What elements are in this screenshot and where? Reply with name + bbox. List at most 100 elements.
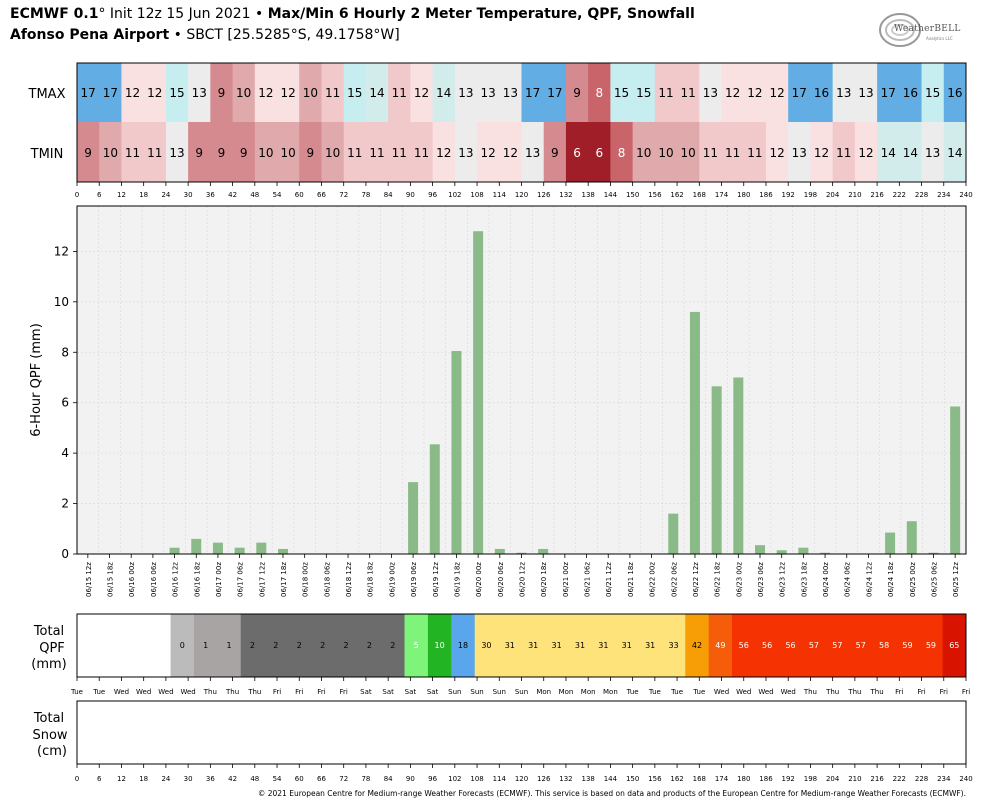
total-qpf-cell	[427, 614, 452, 677]
total-qpf-value: 2	[343, 641, 348, 650]
tmin-cell	[810, 122, 834, 182]
tmin-value: 10	[103, 146, 118, 160]
tmax-cell	[588, 63, 611, 122]
tmax-cell	[765, 63, 789, 122]
tmin-value: 13	[458, 146, 473, 160]
tmin-value: 9	[84, 146, 92, 160]
tmax-cell	[121, 63, 145, 122]
qpf-bar	[473, 231, 484, 554]
tmax-cell	[521, 63, 545, 122]
separator: •	[255, 6, 264, 22]
snow-hour-tick-label: 54	[273, 775, 282, 783]
tmin-cell	[788, 122, 811, 182]
tmin-cell	[499, 122, 522, 182]
total-qpf-cell	[568, 614, 593, 677]
qpf-bar	[689, 311, 700, 554]
snow-hour-tick-label: 36	[206, 775, 215, 783]
temp-hour-tick-label: 48	[250, 191, 259, 199]
qpf-bar	[429, 444, 440, 554]
total-qpf-cell	[919, 614, 944, 677]
total-qpf-day-label: Thu	[803, 688, 817, 696]
qpf-bar	[494, 548, 505, 554]
tmax-cell	[188, 63, 211, 122]
tmin-value: 11	[725, 146, 740, 160]
tmin-value: 9	[218, 146, 226, 160]
snow-hour-tick-label: 90	[406, 775, 415, 783]
tmin-cell	[832, 122, 856, 182]
temp-hour-tick-label: 216	[870, 191, 884, 199]
qpf-y-tick-label: 8	[61, 345, 69, 359]
qpf-x-tick-label: 06/24 12z	[865, 562, 873, 597]
temp-hour-tick-label: 150	[626, 191, 639, 199]
tmax-cell	[299, 63, 322, 122]
total-qpf-value: 31	[551, 641, 561, 650]
total-qpf-cell	[755, 614, 780, 677]
tmax-cell	[699, 63, 723, 122]
snow-hour-tick-label: 72	[339, 775, 348, 783]
total-qpf-day-label: Tue	[92, 688, 105, 696]
qpf-x-tick-label: 06/23 06z	[757, 562, 765, 597]
tmin-cell	[432, 122, 456, 182]
total-qpf-cell	[661, 614, 686, 677]
tmin-value: 12	[769, 146, 784, 160]
tmax-value: 12	[147, 86, 162, 100]
temp-hour-tick-label: 102	[448, 191, 461, 199]
tmax-value: 17	[103, 86, 118, 100]
tmax-cell	[677, 63, 700, 122]
tmax-value: 13	[481, 86, 496, 100]
tmax-cell	[99, 63, 122, 122]
tmin-value: 14	[903, 146, 918, 160]
tmin-value: 11	[703, 146, 718, 160]
tmin-cell	[388, 122, 411, 182]
qpf-x-tick-label: 06/23 12z	[779, 562, 787, 597]
total-qpf-cell	[193, 614, 218, 677]
total-qpf-cell	[381, 614, 406, 677]
total-qpf-day-label: Thu	[825, 688, 839, 696]
tmin-value: 12	[814, 146, 829, 160]
snow-hour-tick-label: 240	[959, 775, 972, 783]
tmax-cell	[632, 63, 656, 122]
total-qpf-day-label: Fri	[895, 688, 903, 696]
tmax-value: 14	[369, 86, 384, 100]
total-qpf-cell	[264, 614, 289, 677]
snow-hour-tick-label: 30	[184, 775, 193, 783]
total-qpf-day-label: Sat	[360, 688, 372, 696]
total-qpf-label-line: Total	[33, 624, 64, 639]
tmin-cell	[521, 122, 545, 182]
total-qpf-value: 57	[832, 641, 842, 650]
temp-hour-tick-label: 30	[184, 191, 193, 199]
qpf-x-tick-label: 06/25 12z	[952, 562, 960, 597]
total-qpf-day-label: Mon	[603, 688, 618, 696]
tmin-cell	[721, 122, 745, 182]
qpf-bar	[516, 552, 527, 554]
total-qpf-day-label: Wed	[136, 688, 151, 696]
total-qpf-value: 56	[739, 641, 749, 650]
qpf-x-tick-label: 06/23 00z	[735, 562, 743, 597]
snow-hour-tick-label: 186	[759, 775, 773, 783]
total-qpf-value: 58	[879, 641, 889, 650]
total-qpf-cell	[872, 614, 897, 677]
tmin-value: 13	[925, 146, 940, 160]
total-qpf-value: 2	[367, 641, 372, 650]
qpf-bar	[277, 548, 288, 554]
total-qpf-cell	[498, 614, 522, 677]
tmax-value: 14	[436, 86, 451, 100]
qpf-x-tick-label: 06/25 00z	[909, 562, 917, 597]
temp-hour-tick-label: 198	[804, 191, 817, 199]
qpf-bar	[538, 548, 549, 554]
total-qpf-day-label: Wed	[781, 688, 796, 696]
tmin-cell	[588, 122, 611, 182]
snow-hour-tick-label: 198	[804, 775, 817, 783]
snow-hour-tick-label: 78	[361, 775, 370, 783]
total-qpf-value: 2	[250, 641, 255, 650]
tmin-cell	[254, 122, 278, 182]
qpf-bar	[928, 552, 939, 554]
total-qpf-day-label: Sat	[382, 688, 394, 696]
tmax-value: 12	[769, 86, 784, 100]
total-qpf-cell	[849, 614, 873, 677]
tmin-cell	[321, 122, 345, 182]
tmax-value: 17	[881, 86, 896, 100]
tmin-value: 12	[436, 146, 451, 160]
total-qpf-cell	[287, 614, 312, 677]
temp-hour-tick-label: 204	[826, 191, 840, 199]
